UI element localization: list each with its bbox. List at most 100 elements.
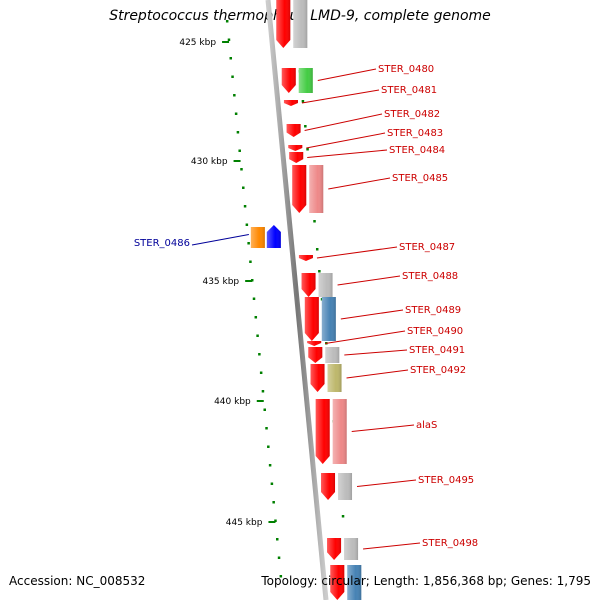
feature-dot [229, 57, 233, 60]
gene-arrow-shade [304, 297, 319, 341]
cog-category-box-shade [325, 347, 340, 363]
gene-ster_0482[interactable] [286, 124, 301, 137]
cog-category-box-shade [318, 273, 333, 297]
genes-layer[interactable] [250, 0, 362, 600]
gene-label: STER_0489 [405, 305, 461, 316]
gene-ster_0483[interactable] [288, 145, 303, 151]
gene-arrow-shade [281, 68, 296, 93]
gene-ster_0491[interactable] [308, 347, 340, 363]
cog-category-box-shade [347, 565, 362, 600]
gene-unlabeled[interactable] [276, 0, 308, 48]
feature-dot [265, 427, 268, 430]
label-leader-line [301, 89, 380, 104]
gene-label: STER_0480 [378, 64, 434, 75]
gene-label: STER_0498 [422, 538, 478, 549]
gene-label: STER_0487 [399, 242, 455, 253]
gene-labels-layer: STER_0480 STER_0481 STER_0482 STER_0483 STER… [134, 64, 478, 550]
label-leader-line [344, 349, 408, 356]
label-leader-line [328, 177, 391, 190]
gene-arrow-shade [298, 255, 313, 261]
gene-ster_0498[interactable] [327, 538, 359, 560]
feature-dot [274, 519, 277, 522]
feature-dot [277, 556, 281, 559]
gene-ster_0481[interactable] [283, 100, 298, 106]
gene-label: STER_0488 [402, 271, 458, 282]
cog-category-box-shade [321, 297, 336, 341]
feature-dot [270, 482, 274, 485]
gene-arrow-shade [321, 473, 336, 500]
cog-category-box-shade [298, 68, 313, 93]
feature-dot [238, 149, 241, 152]
gene-label: STER_0481 [381, 85, 437, 96]
scale-tick-label: 440 kbp [214, 397, 251, 407]
label-leader-line [304, 113, 383, 131]
feature-dot [234, 112, 238, 115]
feature-dot [258, 353, 261, 356]
gene-label: STER_0484 [389, 145, 445, 156]
feature-dot [236, 131, 240, 134]
cog-category-box-shade [250, 227, 265, 248]
scale-tick-label: 425 kbp [179, 38, 216, 48]
gene-label: STER_0495 [418, 475, 474, 486]
feature-dot [276, 538, 279, 541]
feature-dot [263, 408, 266, 411]
feature-dot [315, 248, 319, 251]
cog-category-box-shade [293, 0, 308, 48]
gene-ster_0485[interactable] [292, 165, 324, 213]
gene-arrow-shade [276, 0, 291, 48]
gene-arrow-shade [310, 364, 325, 392]
label-leader-line [191, 234, 249, 246]
gene-arrow-shade [288, 145, 303, 151]
gene-ster_0489[interactable] [304, 297, 336, 341]
accession-text: Accession: NC_008532 [9, 574, 146, 588]
feature-dot [313, 220, 316, 223]
gene-label: STER_0492 [410, 365, 466, 376]
gene-ster_0487[interactable] [298, 255, 313, 261]
label-leader-line [306, 132, 386, 149]
scale-tick-label: 445 kbp [226, 518, 263, 528]
gene-ster_0486[interactable] [250, 225, 281, 248]
genome-stats-text: Topology: circular; Length: 1,856,368 bp… [261, 574, 591, 588]
gene-ster_0490[interactable] [307, 341, 322, 346]
genome-backbone [265, 0, 329, 600]
cog-category-box-shade [309, 165, 324, 213]
feature-dot [256, 334, 259, 337]
scale-tick-label: 430 kbp [191, 157, 228, 167]
feature-dot [301, 100, 305, 103]
feature-dot [252, 297, 256, 300]
gene-ster_0488[interactable] [301, 273, 333, 297]
gene-ster_0480[interactable] [281, 68, 313, 93]
feature-dot [267, 445, 270, 448]
gene-arrow-shade [330, 565, 345, 600]
label-leader-line [356, 479, 417, 487]
label-leader-line [317, 68, 377, 81]
gene-arrow-shade [283, 100, 298, 106]
gene-ster_0495[interactable] [321, 473, 353, 500]
feature-dot [250, 279, 254, 282]
cog-category-box-shade [344, 538, 359, 560]
gene-alas[interactable] [315, 399, 347, 464]
gene-ster_0484[interactable] [289, 152, 304, 163]
gene-ster_0492[interactable] [310, 364, 342, 392]
feature-dot [225, 20, 229, 23]
gene-arrow-shade [301, 273, 316, 297]
feature-dot [272, 501, 275, 504]
gene-unlabeled[interactable] [330, 565, 362, 600]
scale-ticks: 425 kbp 430 kbp 435 kbp 440 kbp 445 kbp [179, 38, 276, 528]
gene-arrow-shade [289, 152, 304, 163]
gene-arrow-shade [327, 538, 342, 560]
feature-dot [245, 223, 249, 226]
cog-category-box-shade [338, 473, 353, 500]
label-leader-line [325, 330, 406, 344]
feature-dot [233, 94, 236, 97]
feature-dot [243, 205, 247, 208]
gene-label: STER_0485 [392, 173, 448, 184]
feature-dot [249, 260, 252, 263]
feature-dot [254, 316, 258, 319]
gene-label: alaS [416, 420, 437, 431]
feature-dot [341, 515, 345, 518]
feature-dot [242, 186, 245, 189]
feature-dot [261, 390, 265, 393]
feature-dot [279, 575, 283, 578]
